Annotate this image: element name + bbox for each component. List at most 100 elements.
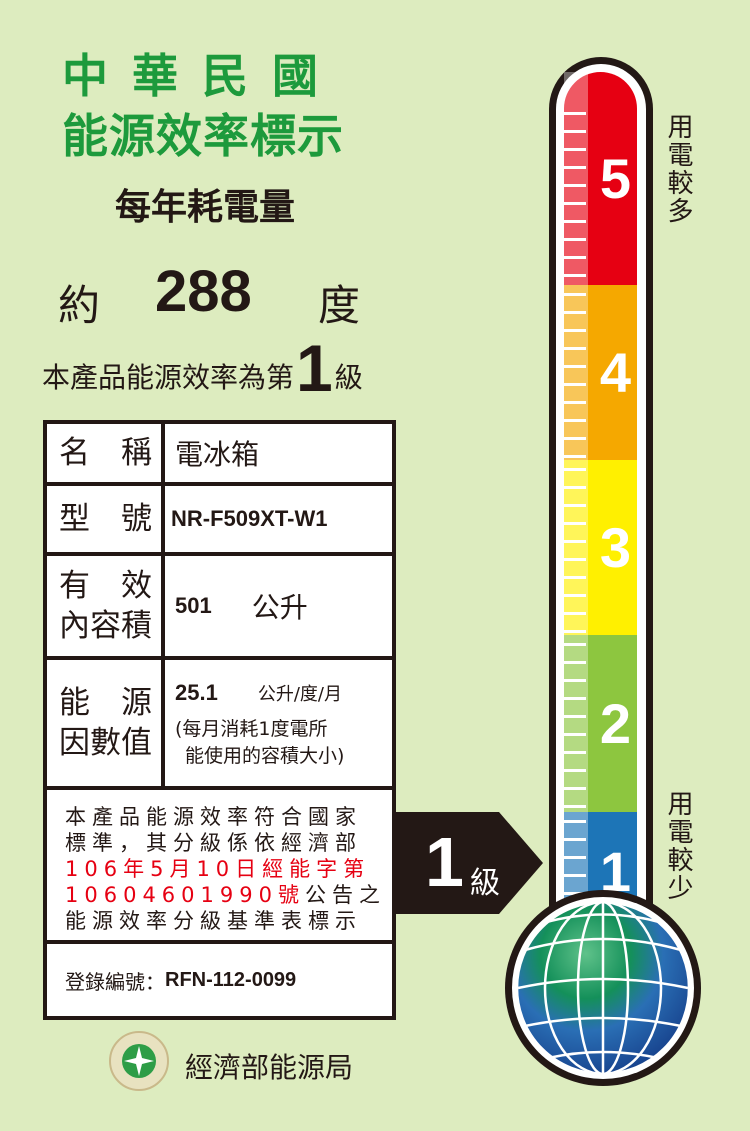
scale-tick <box>564 594 586 597</box>
scale-tick <box>564 401 586 404</box>
scale-tick <box>564 468 586 471</box>
scale-tick <box>564 733 586 736</box>
volume-label-2: 內容積 <box>59 608 152 644</box>
factor-note-2: 能使用的容積大小) <box>185 745 345 767</box>
subtitle: 每年耗電量 <box>115 187 296 228</box>
scale-tick <box>564 679 586 682</box>
scale-tick <box>564 437 586 440</box>
scale-tick <box>564 365 586 368</box>
statement-line-3: 106年5月10日經能字第 <box>65 857 371 881</box>
factor-label: 能 源因數值 <box>47 660 165 786</box>
scale-tick <box>564 184 586 187</box>
less-electricity-label: 用電較少 <box>663 790 693 902</box>
scale-tick <box>564 347 586 350</box>
scale-tick <box>564 486 586 489</box>
level-2-segment: 2 <box>564 635 637 812</box>
consumption-prefix: 約 <box>58 281 101 330</box>
statement-line-4-black: 公告之 <box>304 883 386 907</box>
level-4-segment: 4 <box>564 285 637 460</box>
scale-tick <box>564 715 586 718</box>
grade-statement: 本產品能源效率為第 1 級 <box>42 331 363 405</box>
scale-tick <box>564 838 586 841</box>
name-value: 電冰箱 <box>175 438 260 471</box>
scale-tick <box>564 874 586 877</box>
scale-tick <box>564 751 586 754</box>
arrow-grade-number: 1 <box>425 823 464 901</box>
level-number: 3 <box>599 516 631 579</box>
scale-tick <box>564 612 586 615</box>
scale-tick <box>564 522 586 525</box>
factor-value: 25.1 <box>175 680 218 705</box>
agency-name: 經濟部能源局 <box>185 1051 354 1084</box>
factor-unit: 公升/度/月 <box>257 684 342 705</box>
statement-line-1: 本產品能源效率符合國家 <box>65 805 362 829</box>
grade-prefix: 本產品能源效率為第 <box>42 361 295 394</box>
volume-value: 501 <box>175 593 212 618</box>
scale-tick <box>564 238 586 241</box>
scale-tick <box>564 112 586 115</box>
scale-tick <box>564 383 586 386</box>
statement-line-4: 10604601990號公告之 <box>65 882 392 908</box>
scale-tick <box>564 805 586 808</box>
segment-highlight <box>564 460 588 635</box>
volume-label: 有 效內容積 <box>47 556 165 656</box>
volume-label-1: 有 效 <box>59 568 152 604</box>
statement-line-4-red: 10604601990號 <box>65 883 305 907</box>
scale-tick <box>564 148 586 151</box>
scale-tick <box>564 769 586 772</box>
segment-highlight <box>564 285 588 460</box>
factor-label-1: 能 源 <box>59 685 152 721</box>
consumption-unit: 度 <box>318 281 361 330</box>
arrow-grade-suffix: 級 <box>470 866 500 901</box>
scale-tick <box>564 293 586 296</box>
row-name: 名 稱 電冰箱 <box>47 424 392 482</box>
scale-tick <box>564 697 586 700</box>
model-label: 型 號 <box>47 486 165 552</box>
row-volume: 有 效內容積 501 公升 <box>47 556 392 656</box>
bureau-of-energy-logo <box>109 1031 169 1091</box>
scale-tick <box>564 504 586 507</box>
factor-note-1: (每月消耗1度電所 <box>175 718 328 740</box>
scale-tick <box>564 856 586 859</box>
factor-label-2: 因數值 <box>59 725 152 761</box>
scale-tick <box>564 166 586 169</box>
level-number: 5 <box>599 147 631 210</box>
scale-tick <box>564 630 586 633</box>
row-registration: 登錄編號： RFN-112-0099 <box>47 944 392 1016</box>
statement-line-2: 標準，其分級係依經濟部 <box>65 831 362 855</box>
title-line-2: 能源效率標示 <box>62 109 344 163</box>
volume-unit: 公升 <box>251 591 308 624</box>
scale-tick <box>564 576 586 579</box>
scale-tick <box>564 820 586 823</box>
model-value: NR-F509XT-W1 <box>171 506 328 531</box>
scale-tick <box>564 220 586 223</box>
scale-tick <box>564 787 586 790</box>
grade-number: 1 <box>296 331 333 405</box>
scale-tick <box>564 661 586 664</box>
more-electricity-label: 用電較多 <box>663 113 693 225</box>
scale-tick <box>564 329 586 332</box>
row-model: 型 號 NR-F509XT-W1 <box>47 486 392 552</box>
level-5-segment: 5 <box>564 72 637 285</box>
scale-tick <box>564 540 586 543</box>
scale-tick <box>564 202 586 205</box>
grade-suffix: 級 <box>334 361 363 394</box>
scale-tick <box>564 274 586 277</box>
statement-line-5: 能源效率分級基準表標示 <box>65 909 362 933</box>
scale-tick <box>564 558 586 561</box>
segment-highlight <box>564 72 588 285</box>
registration-number: RFN-112-0099 <box>165 968 297 991</box>
row-factor: 能 源因數值 25.1 公升/度/月 (每月消耗1度電所 能使用的容積大小) <box>47 660 392 786</box>
title-line-1: 中華民國 <box>62 49 342 103</box>
scale-tick <box>564 643 586 646</box>
volume-value-cell: 501 公升 <box>165 556 392 656</box>
scale-tick <box>564 455 586 458</box>
scale-tick <box>564 892 586 895</box>
consumption-value: 288 <box>155 259 252 324</box>
info-table: 名 稱 電冰箱 型 號 NR-F509XT-W1 有 效內容積 501 公升 能 … <box>43 420 396 1020</box>
name-label: 名 稱 <box>47 424 165 482</box>
grade-arrow <box>395 812 543 914</box>
segment-highlight <box>564 635 588 812</box>
registration-label: 登錄編號： <box>65 969 165 994</box>
standard-statement: 本產品能源效率符合國家 標準，其分級係依經濟部 106年5月10日經能字第 10… <box>47 790 392 940</box>
